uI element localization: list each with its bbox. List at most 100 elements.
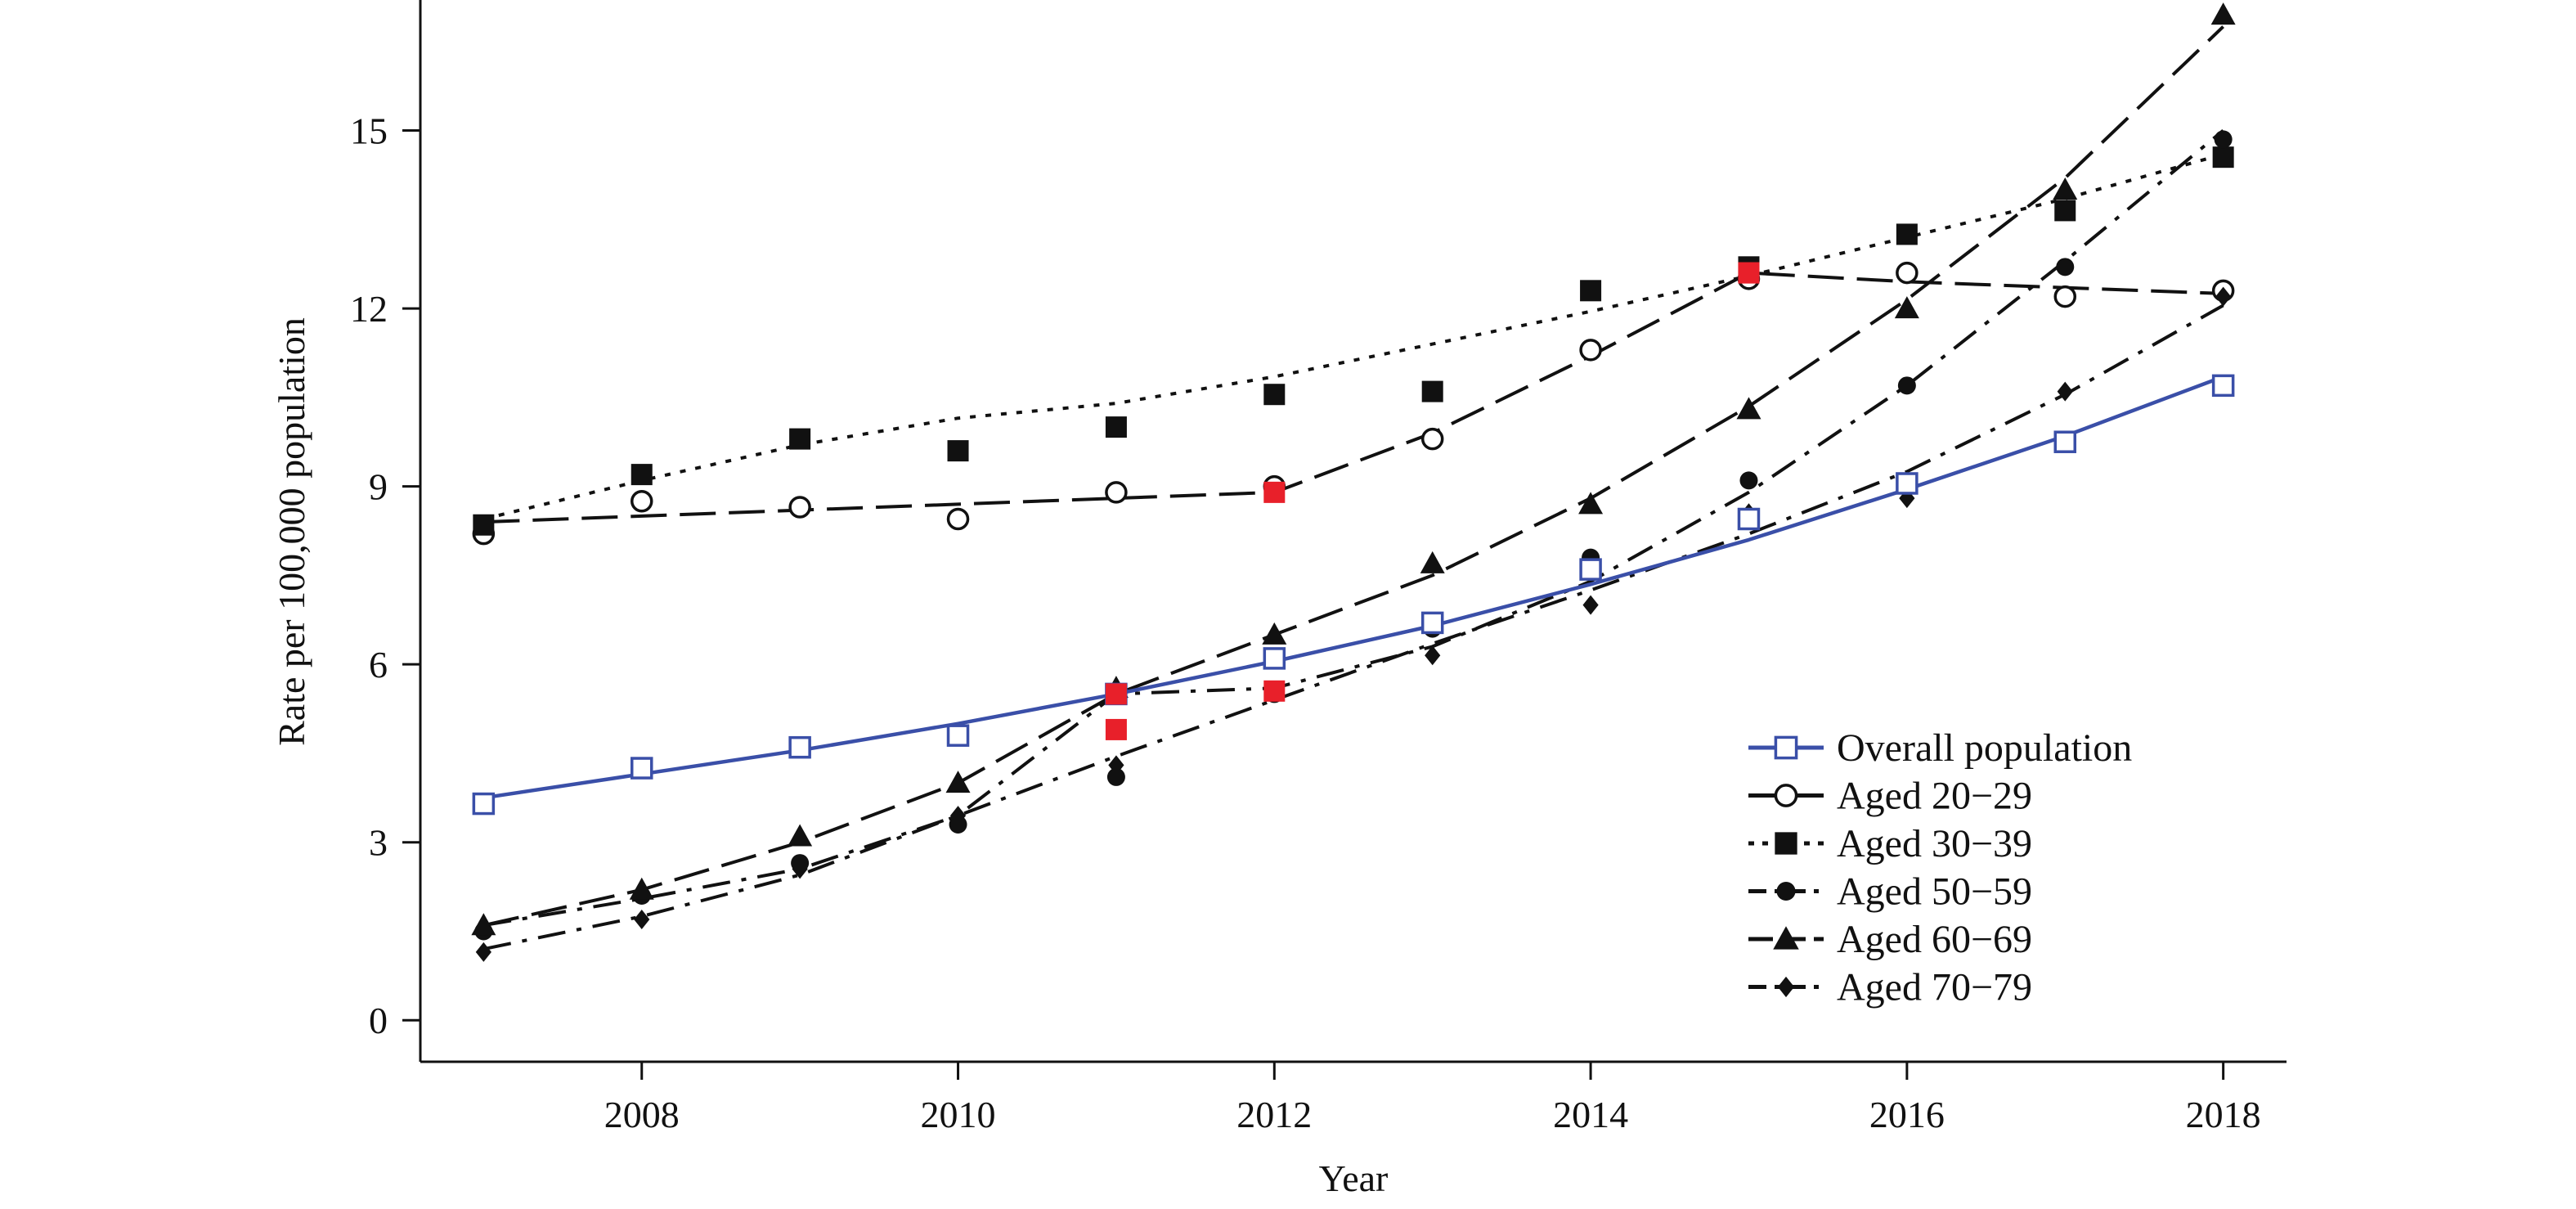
series-aged-60-69 [471, 2, 2236, 936]
legend-item: Aged 70−79 [1748, 966, 2032, 1009]
data-point [473, 514, 495, 536]
data-point [472, 792, 496, 816]
data-point [2053, 430, 2077, 453]
data-point [2053, 178, 2078, 200]
y-axis-title: Rate per 100,000 population [271, 317, 312, 746]
legend-marker [1775, 832, 1797, 855]
data-point [946, 724, 970, 747]
data-point [1263, 384, 1286, 406]
series-line [482, 303, 2224, 951]
data-point [789, 428, 811, 450]
x-tick-label: 2014 [1553, 1094, 1628, 1135]
data-point [2053, 285, 2077, 308]
y-tick-label: 0 [369, 1000, 388, 1041]
highlighted-point [1263, 481, 1286, 503]
data-point [946, 507, 970, 531]
x-tick-label: 2008 [604, 1094, 680, 1135]
data-point [1896, 472, 1919, 495]
legend-label: Overall population [1837, 726, 2132, 770]
x-tick-label: 2016 [1869, 1094, 1945, 1135]
data-point [630, 757, 653, 780]
series-line [482, 25, 2224, 928]
data-point [1579, 558, 1602, 581]
highlighted-point [1105, 718, 1127, 740]
legend-label: Aged 60−69 [1837, 918, 2032, 961]
highlighted-point [1105, 683, 1127, 705]
data-point [475, 942, 491, 962]
data-point [1739, 471, 1758, 490]
series-line [483, 271, 2224, 524]
series-aged-20-29 [472, 261, 2235, 546]
data-point [1896, 261, 1919, 285]
data-point [1737, 507, 1761, 531]
y-tick-label: 3 [369, 822, 388, 864]
data-point [1897, 376, 1916, 395]
data-point [1106, 767, 1125, 786]
data-point [630, 489, 653, 513]
data-point [1262, 622, 1287, 645]
highlighted-points [1105, 262, 1760, 740]
legend-marker [1776, 881, 1796, 901]
data-point [1263, 647, 1286, 670]
data-point [2056, 258, 2075, 276]
y-tick-label: 6 [369, 644, 388, 685]
data-point [634, 909, 650, 929]
axes: 0 3 6 9 12 15 2008 2010 2012 2014 2016 2018 Year Rate… [271, 0, 2287, 1199]
data-point [1580, 280, 1602, 302]
data-point [1105, 416, 1127, 438]
data-point [2210, 2, 2236, 25]
x-axis-title: Year [1319, 1157, 1389, 1199]
x-tick-label: 2012 [1236, 1094, 1312, 1135]
legend-marker [1777, 976, 1795, 998]
x-tick-label: 2018 [2186, 1094, 2261, 1135]
data-point [945, 771, 971, 793]
data-point [2057, 381, 2073, 402]
data-point [1420, 611, 1444, 635]
series-line [483, 128, 2224, 928]
data-point [1896, 223, 1918, 245]
data-point [1582, 595, 1599, 615]
y-tick-label: 9 [369, 466, 388, 508]
data-point [1579, 339, 1602, 362]
data-point [1108, 755, 1124, 775]
data-point [1578, 492, 1604, 515]
series-overall-population [472, 374, 2235, 816]
data-point [947, 440, 969, 462]
data-point [2054, 200, 2076, 222]
data-point [631, 464, 653, 486]
data-point [471, 913, 496, 936]
legend-label: Aged 50−59 [1837, 870, 2032, 914]
legend-marker [1774, 735, 1798, 760]
series-aged-30-39 [473, 146, 2234, 536]
data-point [2211, 374, 2235, 398]
y-tick-label: 12 [350, 288, 388, 330]
data-point [2215, 286, 2232, 307]
legend-item: Aged 50−59 [1748, 870, 2032, 914]
highlighted-point [1738, 262, 1760, 284]
data-point [1421, 380, 1443, 402]
legend-item: Overall population [1748, 726, 2132, 770]
data-point [788, 496, 811, 519]
data-point [1736, 397, 1761, 420]
data-point [792, 859, 808, 879]
legend-marker [1774, 784, 1798, 807]
series-line [483, 375, 2224, 800]
legend-label: Aged 30−39 [1837, 822, 2032, 865]
data-point [1420, 427, 1444, 451]
legend-item: Aged 20−29 [1748, 775, 2032, 818]
legend-label: Aged 20−29 [1837, 775, 2032, 818]
data-point [2212, 146, 2234, 169]
data-point [1894, 296, 1919, 319]
x-tick-label: 2010 [921, 1094, 996, 1135]
highlighted-point [1263, 680, 1286, 702]
data-point [2214, 130, 2233, 149]
legend-item: Aged 30−39 [1748, 822, 2032, 865]
data-point [788, 824, 813, 847]
data-point [949, 806, 967, 826]
y-tick-label: 15 [350, 110, 388, 152]
data-point [1425, 645, 1441, 666]
data-point [1420, 551, 1445, 573]
